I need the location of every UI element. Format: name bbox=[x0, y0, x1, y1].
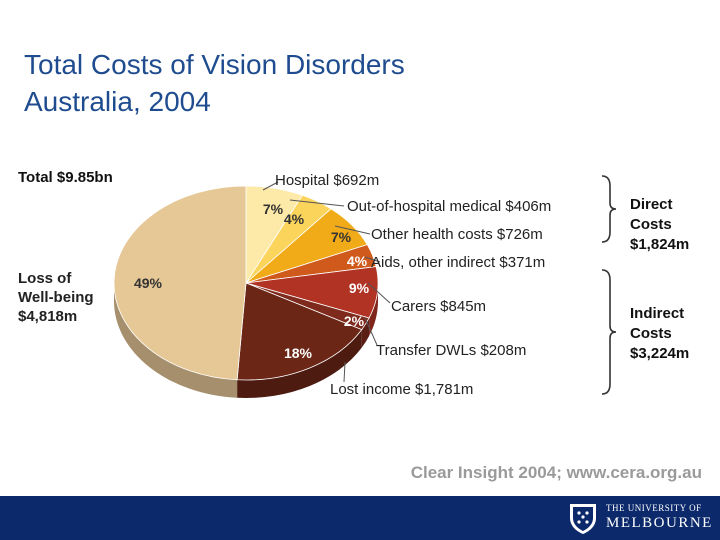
slice-percent-6: 18% bbox=[284, 345, 313, 361]
leader-line-4 bbox=[367, 282, 391, 304]
title-line-1: Total Costs of Vision Disorders bbox=[24, 49, 405, 80]
slice-label-4: Carers $845m bbox=[391, 298, 486, 315]
title-line-2: Australia, 2004 bbox=[24, 86, 211, 117]
slice-label-2: Other health costs $726m bbox=[371, 226, 543, 243]
slice-percent-0: 7% bbox=[263, 201, 284, 217]
slice-percent-2: 7% bbox=[331, 229, 352, 245]
cost-pie-chart: 7%4%7%4%9%2%18%49%Hospital $692mOut-of-h… bbox=[18, 169, 689, 398]
group-brace-1 bbox=[601, 269, 617, 395]
chart-total-label: Total $9.85bn bbox=[18, 169, 113, 186]
logo-line-2: MELBOURNE bbox=[606, 515, 713, 531]
footer-bar bbox=[0, 496, 720, 540]
logo-line-1: THE UNIVERSITY OF bbox=[606, 503, 702, 513]
slice-percent-5: 2% bbox=[344, 313, 365, 329]
leader-line-3 bbox=[364, 256, 381, 263]
slide-title: Total Costs of Vision Disorders Australi… bbox=[24, 46, 405, 120]
source-citation: Clear Insight 2004; www.cera.org.au bbox=[410, 463, 702, 482]
group-label-0: Direct Costs $1,824m bbox=[630, 196, 689, 253]
pie-side-5 bbox=[361, 317, 370, 348]
pie-side-4 bbox=[369, 283, 378, 336]
pie-slice-6 bbox=[236, 282, 363, 381]
slice-label-1: Out-of-hospital medical $406m bbox=[347, 198, 551, 215]
leader-line-5 bbox=[364, 317, 378, 346]
university-logo: THE UNIVERSITY OF MELBOURNE bbox=[560, 500, 713, 536]
pie-side-6 bbox=[237, 329, 362, 398]
slice-percent-4: 9% bbox=[349, 280, 370, 296]
leader-line-6 bbox=[343, 361, 346, 383]
crest-icon bbox=[570, 504, 596, 534]
group-brace-0 bbox=[601, 175, 617, 243]
slice-percent-7: 49% bbox=[134, 275, 163, 291]
leader-line-1 bbox=[289, 199, 345, 207]
pie-side-7 bbox=[114, 283, 238, 398]
slice-label-5: Transfer DWLs $208m bbox=[376, 342, 526, 359]
slice-percent-1: 4% bbox=[284, 211, 305, 227]
group-label-1: Indirect Costs $3,224m bbox=[630, 305, 689, 362]
slice-percent-3: 4% bbox=[347, 253, 368, 269]
leader-line-2 bbox=[334, 225, 371, 235]
slice-label-0: Hospital $692m bbox=[275, 172, 379, 189]
slice-label-7: Loss of Well-being $4,818m bbox=[18, 270, 94, 325]
slice-label-6: Lost income $1,781m bbox=[330, 381, 473, 398]
pie-slice-7 bbox=[113, 185, 247, 381]
leader-line-0 bbox=[262, 181, 279, 191]
slice-label-3: Aids, other indirect $371m bbox=[371, 254, 545, 271]
